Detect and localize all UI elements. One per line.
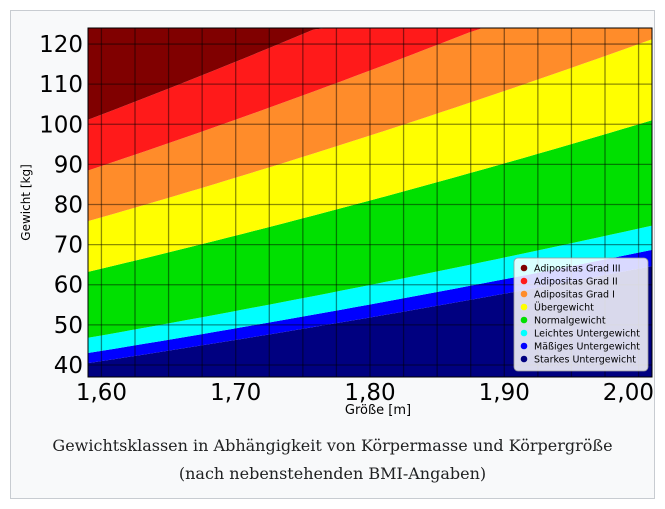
legend-label: Leichtes Untergewicht	[534, 329, 640, 340]
legend-label: Adipositas Grad III	[534, 264, 621, 275]
y-tick-label: 90	[54, 152, 83, 178]
legend: Adipositas Grad III Adipositas Grad II Adi…	[513, 257, 649, 372]
legend-marker	[520, 355, 528, 363]
x-tick-label: 1,80	[344, 380, 395, 406]
y-tick-label: 120	[39, 32, 83, 58]
caption-line-2: (nach nebenstehenden BMI-Angaben)	[178, 464, 487, 483]
y-tick-label: 110	[39, 72, 83, 98]
legend-box	[513, 257, 649, 372]
band-adipositas-grad-i	[88, 28, 652, 222]
legend-marker	[520, 329, 528, 337]
plot-border	[87, 27, 653, 378]
band-adipositas-grad-iii	[88, 28, 652, 120]
legend-marker	[520, 303, 528, 311]
y-tick-label: 70	[54, 233, 83, 259]
x-tick-label: 1,70	[210, 380, 261, 406]
band-normalgewicht	[88, 120, 652, 338]
legend-label: Übergewicht	[534, 303, 594, 314]
y-tick-label: 100	[39, 112, 83, 138]
legend-marker	[520, 277, 528, 285]
y-axis-ticks: 40 50 60 70 80 90 100 110 120	[39, 32, 83, 379]
x-tick-label: 1,60	[76, 380, 127, 406]
caption-line-1: Gewichtsklassen in Abhängigkeit von Körp…	[52, 436, 613, 455]
bmi-chart: 40 50 60 70 80 90 100 110 120 1,60 1,70 1,80 1,90 2,…	[19, 27, 654, 418]
y-tick-label: 40	[54, 353, 83, 379]
legend-label: Normalgewicht	[534, 316, 606, 327]
band-übergewicht	[88, 39, 652, 272]
bmi-bands	[88, 28, 652, 377]
legend-label: Mäßiges Untergewicht	[534, 342, 640, 353]
y-tick-label: 50	[54, 313, 83, 339]
band-starkes-untergewicht	[88, 266, 652, 377]
legend-marker	[520, 316, 528, 324]
y-axis-label: Gewicht [kg]	[19, 164, 33, 240]
x-axis-ticks: 1,60 1,70 1,80 1,90 2,00	[76, 380, 654, 406]
legend-label: Adipositas Grad I	[534, 290, 615, 301]
band-mäßiges-untergewicht	[88, 249, 652, 364]
legend-marker	[520, 264, 528, 272]
x-tick-label: 2,00	[603, 380, 654, 406]
band-leichtes-untergewicht	[88, 225, 652, 354]
band-adipositas-grad-ii	[88, 28, 652, 171]
y-tick-label: 60	[54, 273, 83, 299]
legend-marker	[520, 342, 528, 350]
x-tick-label: 1,90	[479, 380, 530, 406]
legend-label: Adipositas Grad II	[534, 277, 618, 288]
legend-marker	[520, 290, 528, 298]
x-axis-label: Größe [m]	[345, 403, 411, 418]
legend-label: Starkes Untergewicht	[534, 355, 636, 366]
y-tick-label: 80	[54, 193, 83, 219]
figure-caption: Gewichtsklassen in Abhängigkeit von Körp…	[10, 432, 655, 488]
